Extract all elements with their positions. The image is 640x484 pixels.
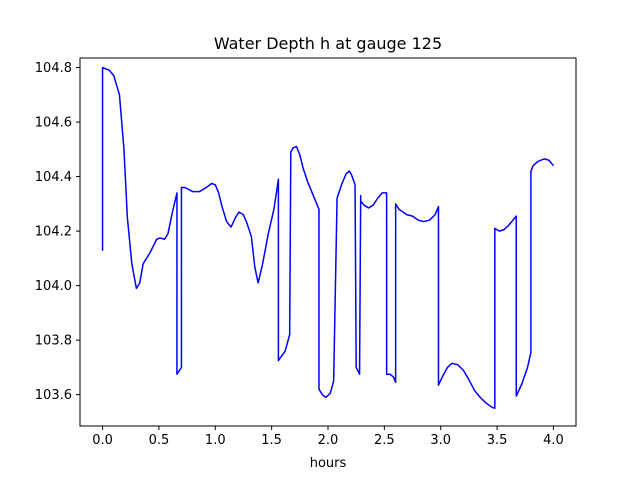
y-tick-label: 103.8	[35, 334, 72, 349]
x-tick-label: 1.5	[261, 433, 282, 448]
axes: 0.0 0.5 1.0 1.5 2.0 2.5 3.0 3.5 4.0 103.6 103.8 104…	[35, 57, 577, 448]
y-tick-label: 104.2	[35, 225, 72, 240]
y-tick-label: 104.4	[35, 170, 72, 185]
chart-title: Water Depth h at gauge 125	[214, 34, 442, 53]
y-tick-label: 103.6	[35, 388, 72, 403]
x-tick-label: 2.0	[318, 433, 339, 448]
plot-frame	[79, 57, 577, 427]
x-tick-label: 3.0	[430, 433, 451, 448]
x-tick-label: 0.5	[149, 433, 170, 448]
plot-area	[101, 66, 555, 410]
x-tick-label: 1.0	[205, 433, 226, 448]
x-tick-label: 2.5	[374, 433, 395, 448]
y-tick-label: 104.0	[35, 279, 72, 294]
x-tick-label: 0.0	[92, 433, 113, 448]
x-tick-label: 4.0	[543, 433, 564, 448]
x-tick-label: 3.5	[487, 433, 508, 448]
y-tick-label: 104.6	[35, 116, 72, 131]
y-tick-label: 104.8	[35, 61, 72, 76]
x-axis-label: hours	[310, 456, 347, 471]
series-line-0	[101, 66, 555, 410]
